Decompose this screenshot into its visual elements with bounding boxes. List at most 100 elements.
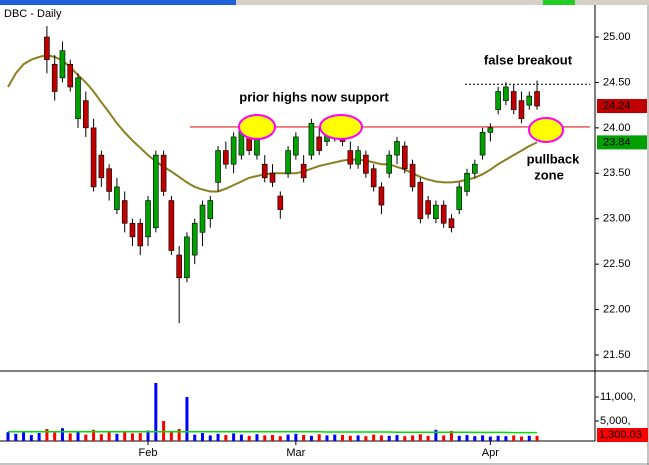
volume-bar bbox=[341, 435, 345, 441]
volume-bar bbox=[208, 435, 212, 441]
candle-body bbox=[59, 50, 66, 79]
volume-bar bbox=[333, 434, 337, 441]
volume-bar bbox=[14, 433, 18, 441]
candle-body bbox=[191, 222, 198, 256]
value-box-label: 1,300,03 bbox=[599, 429, 642, 441]
y-tick-label: 22.00 bbox=[603, 303, 631, 315]
candle-body bbox=[425, 200, 431, 215]
volume-bar bbox=[29, 435, 33, 441]
candle-body bbox=[129, 222, 136, 238]
candle-body bbox=[534, 91, 540, 107]
y-tick-label: 24.50 bbox=[603, 76, 631, 88]
volume-bar bbox=[372, 434, 376, 441]
volume-bar bbox=[130, 433, 134, 441]
highlight bbox=[319, 114, 363, 140]
volume-bar bbox=[411, 435, 415, 441]
candle-body bbox=[215, 150, 221, 183]
volume-bar bbox=[535, 435, 539, 441]
candle-body bbox=[106, 168, 112, 192]
volume-bar bbox=[271, 435, 275, 441]
volume-bar bbox=[216, 433, 220, 441]
volume-bar bbox=[185, 397, 189, 441]
volume-bar bbox=[193, 434, 197, 441]
candle-body bbox=[316, 136, 323, 151]
candle-body bbox=[83, 100, 89, 129]
window-tab bbox=[543, 0, 575, 5]
x-tick-label: Feb bbox=[139, 447, 158, 459]
candle-body bbox=[440, 204, 447, 224]
volume-bar bbox=[22, 431, 26, 441]
volume-bar bbox=[348, 435, 352, 441]
volume-bar bbox=[162, 421, 166, 441]
annotation: zone bbox=[534, 167, 564, 182]
value-box bbox=[597, 135, 647, 150]
candle-body bbox=[121, 200, 128, 224]
volume-bar bbox=[418, 434, 422, 441]
volume-bar bbox=[68, 433, 72, 441]
volume-bar bbox=[325, 435, 329, 441]
candle-body bbox=[153, 154, 159, 229]
volume-bar bbox=[53, 432, 57, 441]
y-tick-label: 23.00 bbox=[603, 213, 631, 225]
candle-body bbox=[98, 154, 105, 179]
candle-body bbox=[409, 163, 416, 188]
volume-bar bbox=[496, 435, 500, 441]
highlight bbox=[238, 114, 276, 140]
volume-bar bbox=[465, 435, 469, 441]
candle-body bbox=[448, 218, 455, 229]
candle-body bbox=[168, 200, 175, 251]
candle-body bbox=[479, 132, 486, 156]
volume-bar bbox=[527, 435, 531, 441]
candle-body bbox=[378, 186, 385, 206]
volume-bar bbox=[519, 436, 523, 441]
volume-bar bbox=[434, 429, 438, 441]
volume-bar bbox=[364, 436, 368, 441]
volume-bar bbox=[481, 435, 485, 441]
volume-bar bbox=[201, 433, 204, 441]
volume-bar bbox=[488, 436, 492, 441]
volume-bar bbox=[317, 434, 321, 441]
y-tick-label: 22.50 bbox=[603, 258, 631, 270]
candle-body bbox=[433, 204, 439, 220]
candle-body bbox=[67, 63, 74, 88]
volume-bar bbox=[99, 434, 103, 441]
candle-body bbox=[137, 222, 144, 247]
volume-bar bbox=[286, 434, 290, 441]
candle-body bbox=[300, 163, 307, 179]
volume-bar bbox=[442, 435, 446, 441]
chart-title: DBC - Daily bbox=[4, 8, 62, 20]
y-tick-label: 11,000, bbox=[600, 391, 636, 403]
volume-bar bbox=[224, 435, 228, 441]
volume-bar bbox=[278, 436, 282, 441]
y-tick-label: 23.50 bbox=[603, 167, 631, 179]
volume-bar bbox=[76, 431, 80, 441]
candle-body bbox=[285, 150, 291, 174]
y-tick-label: 25.00 bbox=[603, 31, 631, 43]
candle-body bbox=[355, 150, 361, 165]
volume-bar bbox=[426, 435, 430, 441]
volume-bar bbox=[6, 432, 10, 441]
candle-body bbox=[207, 200, 214, 220]
candle-body bbox=[386, 154, 393, 174]
volume-bar bbox=[473, 436, 477, 441]
volume-bar bbox=[309, 435, 313, 441]
candle-body bbox=[347, 150, 354, 165]
window-bar bbox=[0, 0, 649, 5]
volume-bar bbox=[504, 436, 508, 441]
y-tick-label: 21.50 bbox=[603, 349, 631, 361]
candle-body bbox=[518, 100, 525, 120]
candle-body bbox=[495, 91, 501, 110]
volume-bar bbox=[247, 435, 251, 441]
candle-body bbox=[75, 77, 81, 120]
volume-bar bbox=[177, 429, 181, 441]
candle-body bbox=[370, 168, 377, 188]
highlight bbox=[528, 117, 564, 143]
volume-bar bbox=[387, 435, 391, 441]
candle-body bbox=[145, 200, 151, 238]
volume-bar bbox=[255, 434, 259, 441]
candle-body bbox=[487, 127, 494, 133]
volume-average bbox=[8, 431, 537, 434]
candle-body bbox=[199, 204, 206, 233]
value-box bbox=[597, 99, 647, 114]
candle-body bbox=[261, 163, 268, 179]
